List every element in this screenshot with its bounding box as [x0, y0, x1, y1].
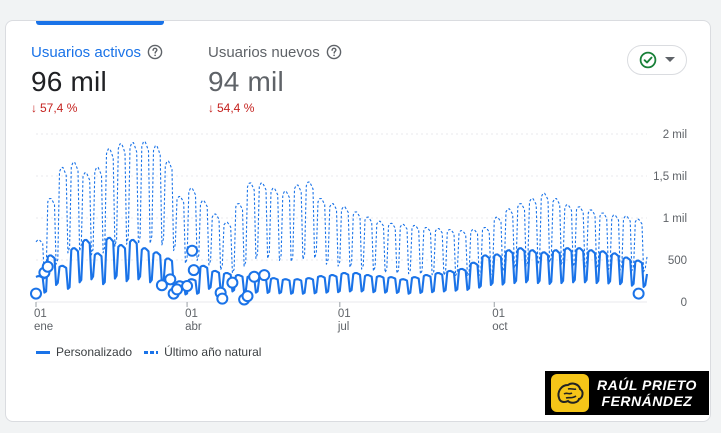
anomaly-marker: [41, 260, 54, 273]
legend-current-label: Personalizado: [56, 345, 133, 359]
anomaly-marker: [155, 279, 168, 292]
anomaly-marker: [187, 264, 200, 277]
help-icon[interactable]: [326, 44, 342, 60]
author-watermark: RAÚL PRIETO FERNÁNDEZ: [545, 371, 709, 415]
metric-new-users[interactable]: Usuarios nuevos 94 mil ↓ 54,4 %: [208, 41, 342, 115]
metric-new-users-delta: ↓ 54,4 %: [208, 101, 342, 115]
selected-metric-indicator: [36, 21, 164, 25]
anomaly-marker: [632, 287, 645, 300]
x-tick-month-label: abr: [185, 321, 202, 333]
arrow-drop-down-icon: [665, 57, 675, 62]
watermark-line-2: FERNÁNDEZ: [601, 393, 693, 409]
anomaly-marker: [186, 244, 199, 257]
anomaly-marker: [164, 273, 177, 286]
chart-legend: Personalizado Último año natural: [36, 345, 261, 359]
y-tick-label: 1,5 mil: [653, 171, 687, 183]
x-tick-month-label: oct: [492, 321, 508, 333]
watermark-text: RAÚL PRIETO FERNÁNDEZ: [597, 377, 697, 409]
x-tick-day-label: 01: [338, 308, 351, 320]
watermark-line-1: RAÚL PRIETO: [597, 377, 697, 393]
check-circle-icon: [639, 51, 657, 69]
anomaly-marker: [248, 270, 261, 283]
y-tick-label: 0: [681, 297, 687, 309]
x-tick-day-label: 01: [492, 308, 505, 320]
metric-new-users-delta-value: 54,4 %: [217, 101, 255, 115]
anomaly-marker: [241, 290, 254, 303]
anomaly-marker: [216, 292, 229, 305]
series-line-current: [35, 236, 649, 296]
x-tick-month-label: ene: [34, 321, 53, 333]
help-icon[interactable]: [147, 44, 163, 60]
metric-active-users-delta-value: 57,4 %: [40, 101, 78, 115]
metric-active-users[interactable]: Usuarios activos 96 mil ↓ 57,4 %: [31, 41, 163, 115]
x-tick-month-label: jul: [337, 321, 350, 333]
series-line-previous: [35, 140, 648, 280]
anomaly-marker: [30, 287, 42, 300]
anomaly-marker: [181, 280, 194, 293]
arrow-down-icon: ↓: [31, 101, 37, 115]
legend-dashed-swatch: [144, 350, 159, 354]
metric-new-users-label: Usuarios nuevos: [208, 43, 320, 61]
x-tick-day-label: 01: [185, 308, 198, 320]
legend-previous-label: Último año natural: [164, 345, 262, 359]
metric-active-users-value: 96 mil: [31, 66, 107, 97]
metric-active-users-label: Usuarios activos: [31, 43, 142, 61]
y-tick-label: 500: [668, 255, 687, 267]
anomaly-marker: [171, 283, 183, 296]
status-dropdown-button[interactable]: [627, 45, 687, 75]
legend-item-previous[interactable]: Último año natural: [144, 345, 261, 359]
x-tick-day-label: 01: [34, 308, 47, 320]
metric-new-users-value: 94 mil: [208, 66, 284, 97]
legend-item-current[interactable]: Personalizado: [36, 345, 132, 359]
metric-active-users-delta: ↓ 57,4 %: [31, 101, 163, 115]
anomaly-marker: [226, 276, 239, 289]
anomaly-marker: [258, 269, 271, 282]
metrics-card: Usuarios activos 96 mil ↓ 57,4 % Usuario…: [5, 20, 711, 422]
legend-solid-swatch: [36, 350, 50, 354]
y-tick-label: 2 mil: [663, 129, 687, 141]
brain-logo-icon: [551, 374, 589, 412]
arrow-down-icon: ↓: [208, 101, 214, 115]
y-tick-label: 1 mil: [663, 213, 687, 225]
